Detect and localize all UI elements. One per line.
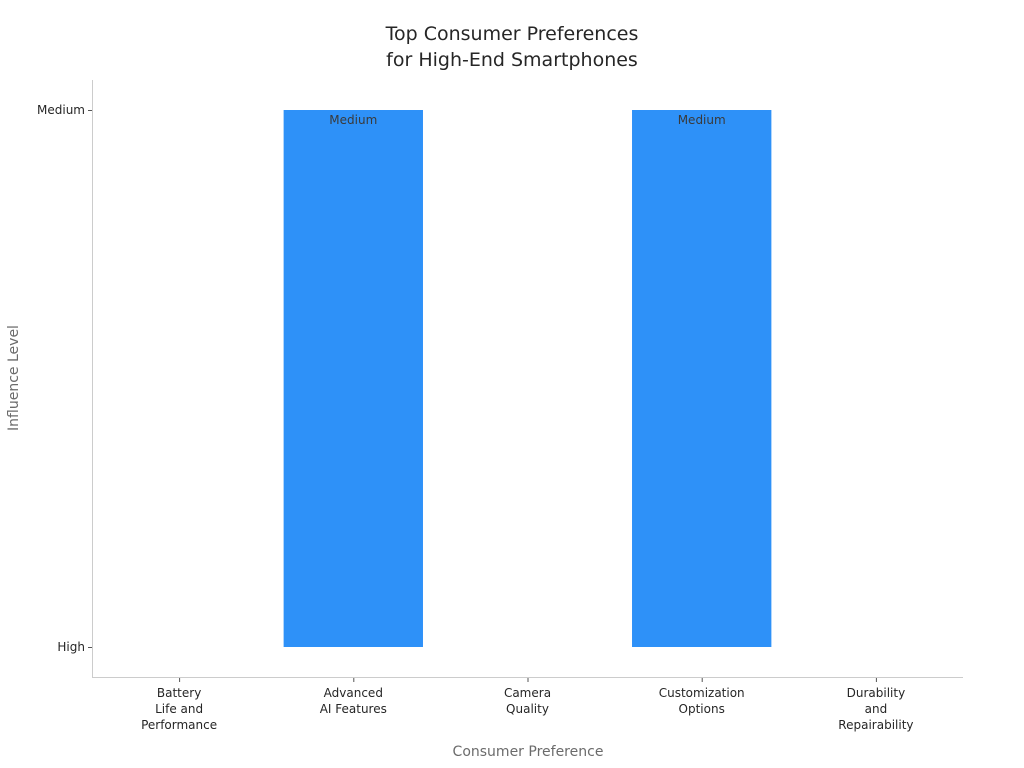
x-tick-label: Repairability — [838, 718, 913, 732]
y-axis-title: Influence Level — [6, 325, 22, 431]
x-tick-label: Options — [679, 702, 725, 716]
x-tick-label: Customization — [659, 686, 745, 700]
x-axis-title: Consumer Preference — [453, 744, 604, 760]
x-ticks-layer: Battery Life and Performance Advanced AI Fea… — [141, 678, 914, 732]
x-tick-label: Battery — [157, 686, 201, 700]
y-tick-label: High — [57, 640, 85, 654]
x-tick-label: and — [865, 702, 888, 716]
x-tick-label: Performance — [141, 718, 217, 732]
bar — [283, 110, 423, 647]
y-ticks-layer: High Medium — [37, 103, 92, 654]
bar-data-label: Medium — [678, 113, 726, 127]
y-tick-label: Medium — [37, 103, 85, 117]
x-tick-label: Camera — [504, 686, 551, 700]
bars-layer: Medium Medium — [283, 110, 772, 647]
x-tick-label: Life and — [155, 702, 203, 716]
x-tick-label: Advanced — [324, 686, 383, 700]
x-tick-label: AI Features — [320, 702, 387, 716]
bar-data-label: Medium — [329, 113, 377, 127]
chart-title-line-2: for High-End Smartphones — [386, 49, 638, 71]
x-tick-label: Durability — [847, 686, 906, 700]
chart-title-line-1: Top Consumer Preferences — [385, 23, 639, 45]
x-tick-label: Quality — [506, 702, 549, 716]
bar — [632, 110, 772, 647]
